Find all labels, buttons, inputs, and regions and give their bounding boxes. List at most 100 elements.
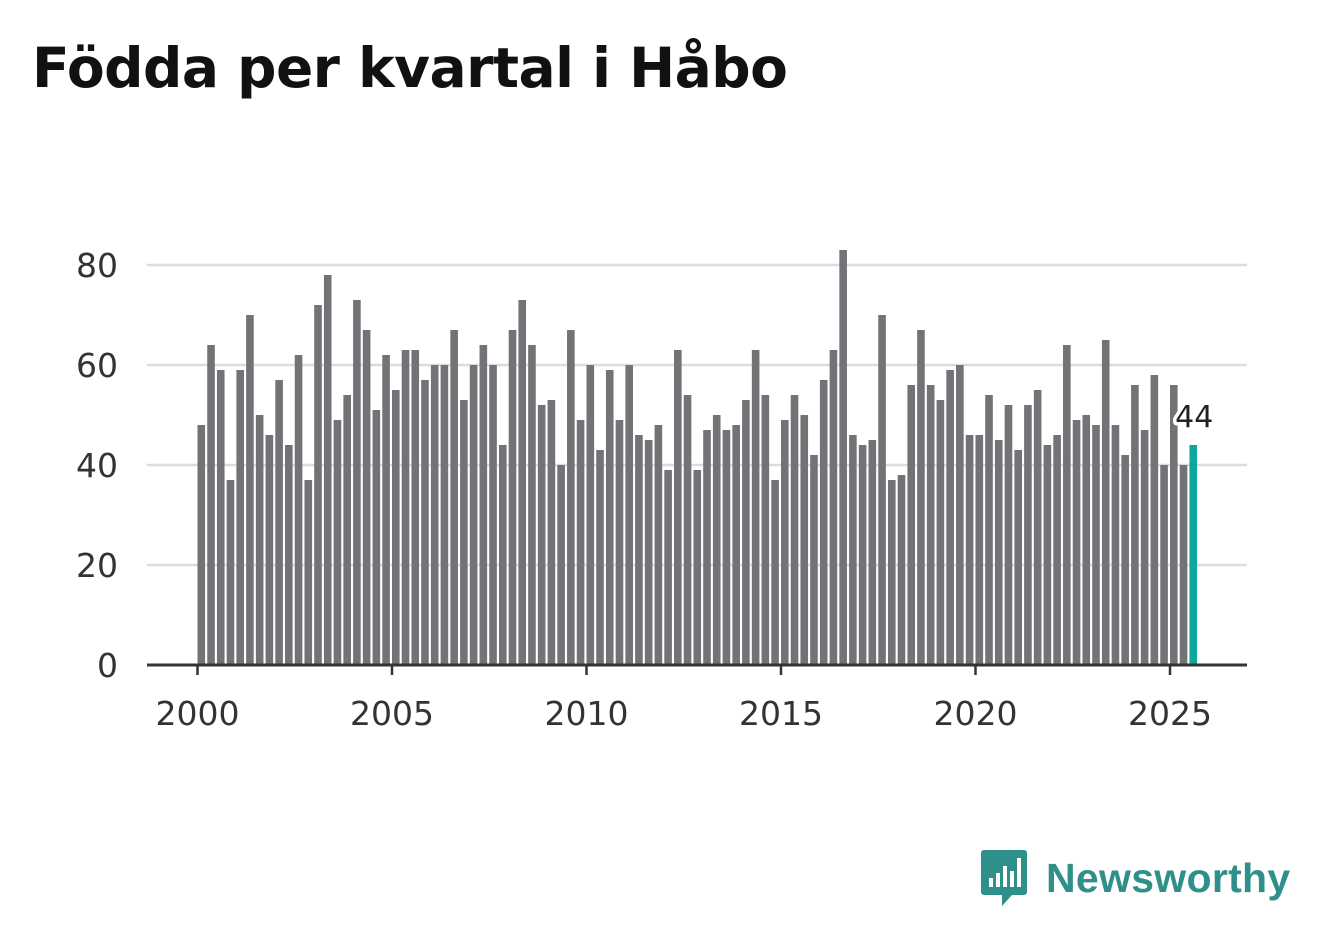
bar [246, 315, 254, 665]
bar [644, 440, 653, 665]
bar [294, 355, 303, 665]
bar [1063, 345, 1071, 665]
bar [674, 350, 682, 665]
bar [440, 365, 449, 665]
bar [265, 435, 274, 665]
bar [1111, 425, 1120, 665]
bar [1131, 385, 1139, 665]
bar [557, 465, 565, 665]
bar [323, 275, 332, 665]
bar [849, 435, 857, 665]
bar [498, 445, 507, 665]
bar [567, 330, 575, 665]
bar [1121, 455, 1129, 665]
y-tick-label: 80 [76, 246, 118, 285]
bar [1101, 340, 1110, 665]
bar [625, 365, 633, 665]
bar [732, 425, 740, 665]
y-tick-label: 40 [76, 446, 118, 485]
bar [810, 455, 818, 665]
bar [800, 415, 809, 665]
bar [985, 395, 993, 665]
bar [703, 430, 711, 665]
bar [508, 330, 517, 665]
bar [839, 250, 847, 665]
bar [664, 470, 672, 665]
y-tick-label: 20 [76, 546, 118, 585]
bar [460, 400, 468, 665]
bar [829, 350, 838, 665]
highlight-bar [1189, 445, 1198, 665]
bar [450, 330, 458, 665]
bar [314, 305, 322, 665]
bar [975, 435, 984, 665]
bar [819, 380, 828, 665]
bar [926, 385, 935, 665]
bar [304, 480, 313, 665]
bar [469, 365, 478, 665]
newsworthy-logo-icon [981, 850, 1027, 906]
chart-title: Födda per kvartal i Håbo [32, 36, 788, 100]
bar [236, 370, 244, 665]
bar [742, 400, 750, 665]
bar [1170, 385, 1178, 665]
bar [411, 350, 420, 665]
bar [430, 365, 439, 665]
brand-name: Newsworthy [1046, 854, 1291, 901]
bar [1179, 465, 1188, 665]
bar [353, 300, 361, 665]
bar [868, 440, 877, 665]
bar [372, 410, 381, 665]
bar [392, 390, 400, 665]
bar [275, 380, 283, 665]
bar [771, 480, 779, 665]
bar [615, 420, 624, 665]
bar [907, 385, 916, 665]
y-tick-label: 0 [97, 646, 118, 685]
bar [635, 435, 643, 665]
bar [965, 435, 974, 665]
bar [936, 400, 945, 665]
bar [790, 395, 799, 665]
bar [285, 445, 293, 665]
bar [596, 450, 604, 665]
bar [1082, 415, 1091, 665]
bar [878, 315, 886, 665]
bar [1092, 425, 1100, 665]
bar [1043, 445, 1052, 665]
bar [547, 400, 556, 665]
bar [537, 405, 546, 665]
x-tick-label: 2020 [934, 694, 1018, 733]
bar [333, 420, 342, 665]
bar [1150, 375, 1159, 665]
bar [712, 415, 721, 665]
bar [343, 395, 351, 665]
y-tick-label: 60 [76, 346, 118, 385]
bar [1024, 405, 1032, 665]
bar [226, 480, 235, 665]
bar [1033, 390, 1042, 665]
bar [576, 420, 585, 665]
bar [1014, 450, 1022, 665]
bar [207, 345, 215, 665]
bar [751, 350, 760, 665]
bar [421, 380, 429, 665]
bar [722, 430, 731, 665]
bar [528, 345, 536, 665]
x-tick-label: 2015 [739, 694, 823, 733]
x-tick-label: 2005 [350, 694, 434, 733]
bar [479, 345, 488, 665]
bar [216, 370, 225, 665]
bar [683, 395, 692, 665]
bar [994, 440, 1003, 665]
x-tick-label: 2010 [545, 694, 629, 733]
x-tick-label: 2025 [1128, 694, 1212, 733]
bar [1072, 420, 1081, 665]
axes [147, 663, 1247, 675]
bar [1160, 465, 1168, 665]
bar [946, 370, 954, 665]
bar [654, 425, 663, 665]
bar [401, 350, 410, 665]
